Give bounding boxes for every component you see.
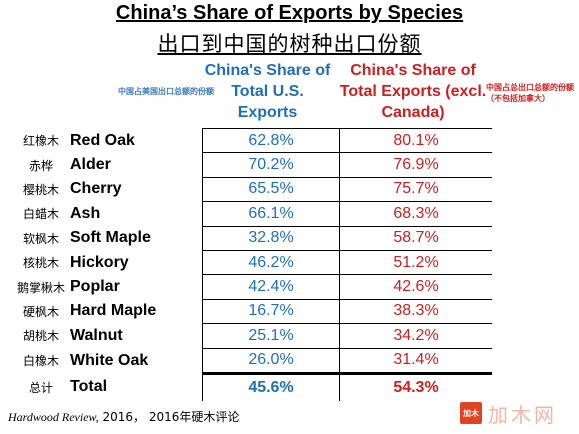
page-title: China’s Share of Exports by Species <box>115 2 464 24</box>
species-cn-cell: 红橡木 <box>22 134 59 149</box>
total-share-cn-note: 中国占总出口总额的份额 （不包括加拿大） <box>486 82 576 104</box>
species-en-cell: Total <box>70 378 108 396</box>
watermark: 加木 加木网 <box>460 400 572 427</box>
species-cn-cell: 鹅掌楸木 <box>16 280 65 295</box>
species-en-cell: Soft Maple <box>70 229 151 247</box>
us-share-cell: 70.2% <box>202 152 340 178</box>
species-en-cell: Cherry <box>70 180 122 198</box>
table-row: 白蜡木 Ash 66.1% 68.3% <box>16 201 492 227</box>
total-share-cell: 38.3% <box>339 299 492 325</box>
total-share-cell: 51.2% <box>339 250 492 276</box>
total-share-cell: 34.2% <box>339 323 492 349</box>
total-share-cell: 76.9% <box>339 152 492 178</box>
total-share-cell: 68.3% <box>339 201 492 227</box>
watermark-logo: 加木 <box>460 402 482 424</box>
us-share-cell: 25.1% <box>202 323 340 349</box>
table-row: 红橡木 Red Oak 62.8% 80.1% <box>16 127 492 154</box>
species-cn-cell: 总计 <box>28 380 53 395</box>
total-share-cell: 75.7% <box>339 177 492 203</box>
table-row: 胡桃木 Walnut 25.1% 34.2% <box>16 323 492 349</box>
total-share-cell: 31.4% <box>339 348 492 374</box>
species-cn-cell: 硬枫木 <box>22 304 59 319</box>
species-cn-cell: 胡桃木 <box>22 329 59 344</box>
species-cn-cell: 软枫木 <box>22 231 59 246</box>
table-row: 硬枫木 Hard Maple 16.7% 38.3% <box>16 299 492 325</box>
total-share-cell: 80.1% <box>339 127 492 154</box>
species-cn-cell: 白橡木 <box>22 354 59 369</box>
page-subtitle: 出口到中国的树种出口份额 <box>157 32 422 56</box>
us-share-cell: 42.4% <box>202 274 340 300</box>
us-share-cell: 62.8% <box>202 127 340 154</box>
species-cn-cell: 白蜡木 <box>22 207 59 222</box>
total-share-header: China's Share of Total Exports (excl. Ca… <box>339 62 487 121</box>
us-share-cell: 32.8% <box>202 226 340 251</box>
species-en-cell: Hard Maple <box>70 302 157 320</box>
us-share-header: China's Share of Total U.S. Exports <box>204 62 331 121</box>
total-share-cell: 58.7% <box>339 226 492 251</box>
species-en-cell: White Oak <box>70 351 149 369</box>
us-share-cn-note: 中国占美国出口总额的份额 <box>118 87 214 96</box>
us-share-cell: 26.0% <box>202 348 340 374</box>
watermark-text: 加木网 <box>488 402 557 427</box>
species-en-cell: Hickory <box>70 253 129 271</box>
source-italic: Hardwood Review, <box>8 410 99 424</box>
table-row: 赤桦 Alder 70.2% 76.9% <box>16 152 492 178</box>
species-cn-cell: 樱桃木 <box>22 182 59 197</box>
table-row: 软枫木 Soft Maple 32.8% 58.7% <box>16 226 492 251</box>
table-total-row: 总计 Total 45.6% 54.3% <box>16 371 492 401</box>
table-row: 核桃木 Hickory 46.2% 51.2% <box>16 250 492 276</box>
total-share-cell: 54.3% <box>339 371 492 401</box>
total-share-cn-note-line2: （不包括加拿大） <box>486 94 550 103</box>
us-share-cell: 65.5% <box>202 177 340 203</box>
species-en-cell: Poplar <box>70 278 120 296</box>
us-share-cell: 66.1% <box>202 201 340 227</box>
species-share-table: 红橡木 Red Oak 62.8% 80.1% 赤桦 Alder 70.2% 76.9% 樱桃木… <box>16 127 492 401</box>
table-row: 白橡木 White Oak 26.0% 31.4% <box>16 348 492 374</box>
species-en-cell: Walnut <box>70 326 123 344</box>
species-en-cell: Ash <box>70 204 101 222</box>
total-share-cn-note-line1: 中国占总出口总额的份额 <box>486 83 574 92</box>
species-cn-cell: 赤桦 <box>28 158 53 173</box>
source-citation: Hardwood Review, 2016， 2016年硬木评论 <box>8 408 239 425</box>
species-cn-cell: 核桃木 <box>22 256 59 271</box>
table-row: 鹅掌楸木 Poplar 42.4% 42.6% <box>16 274 492 300</box>
us-share-cell: 45.6% <box>202 371 340 401</box>
species-en-cell: Alder <box>70 156 111 174</box>
us-share-cell: 46.2% <box>202 250 340 276</box>
source-rest: 2016， 2016年硬木评论 <box>98 410 240 424</box>
total-share-cell: 42.6% <box>339 274 492 300</box>
table-row: 樱桃木 Cherry 65.5% 75.7% <box>16 177 492 203</box>
species-en-cell: Red Oak <box>70 131 135 149</box>
us-share-cell: 16.7% <box>202 299 340 325</box>
